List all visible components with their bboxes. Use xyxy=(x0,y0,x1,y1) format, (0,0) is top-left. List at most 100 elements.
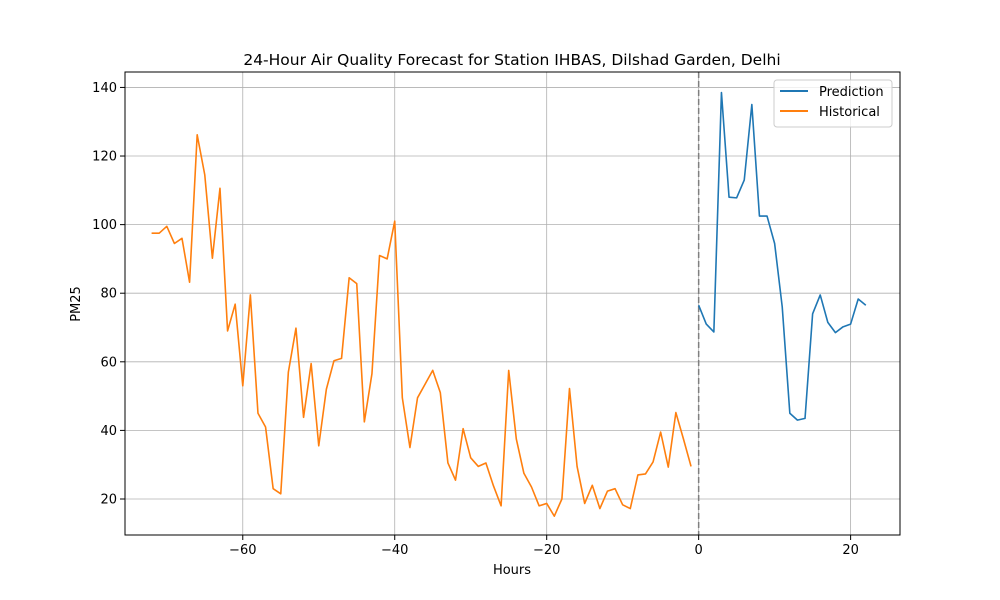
data-point-historical xyxy=(151,232,153,234)
data-point-historical xyxy=(637,474,639,476)
data-point-historical xyxy=(166,226,168,228)
data-point-historical xyxy=(531,486,533,488)
data-point-prediction xyxy=(759,215,761,217)
legend-label-prediction: Prediction xyxy=(819,85,884,100)
data-point-historical xyxy=(546,503,548,505)
data-point-historical xyxy=(318,445,320,447)
data-point-historical xyxy=(584,503,586,505)
y-tick-label: 120 xyxy=(92,150,117,165)
data-point-historical xyxy=(591,484,593,486)
data-point-historical xyxy=(629,508,631,510)
data-point-historical xyxy=(660,431,662,433)
series-lines xyxy=(151,91,867,517)
data-point-historical xyxy=(675,412,677,414)
data-point-prediction xyxy=(797,419,799,421)
data-point-prediction xyxy=(827,322,829,324)
y-tick-label: 20 xyxy=(100,492,117,507)
data-point-prediction xyxy=(736,197,738,199)
data-point-historical xyxy=(652,461,654,463)
data-point-historical xyxy=(196,134,198,136)
data-point-historical xyxy=(272,488,274,490)
series-line-prediction xyxy=(697,91,867,421)
data-point-historical xyxy=(500,505,502,507)
data-point-historical xyxy=(432,370,434,372)
data-point-prediction xyxy=(721,92,723,94)
data-point-historical xyxy=(371,373,373,375)
data-point-historical xyxy=(326,388,328,390)
y-tick-label: 100 xyxy=(92,218,117,233)
data-point-historical xyxy=(333,360,335,362)
data-point-historical xyxy=(394,220,396,222)
data-point-prediction xyxy=(705,323,707,325)
data-point-historical xyxy=(607,490,609,492)
series-line-historical xyxy=(151,133,692,517)
x-axis-ticks: −60 −40 −20 0 20 xyxy=(229,535,859,558)
x-tick-label: −60 xyxy=(229,543,256,558)
data-point-historical xyxy=(303,417,305,419)
data-point-prediction xyxy=(698,304,700,306)
plot-frame xyxy=(124,71,901,536)
data-point-historical xyxy=(341,358,343,360)
data-point-historical xyxy=(690,466,692,468)
legend: Prediction Historical xyxy=(773,79,893,128)
data-point-historical xyxy=(409,447,411,449)
y-tick-label: 40 xyxy=(100,424,117,439)
data-point-historical xyxy=(485,462,487,464)
data-point-historical xyxy=(417,397,419,399)
data-point-prediction xyxy=(857,298,859,300)
x-axis-label: Hours xyxy=(493,563,531,578)
data-point-historical xyxy=(204,174,206,176)
x-tick-label: −20 xyxy=(533,543,560,558)
data-point-historical xyxy=(257,412,259,414)
data-point-historical xyxy=(645,473,647,475)
data-point-prediction xyxy=(812,313,814,315)
data-point-historical xyxy=(212,257,214,259)
data-point-historical xyxy=(553,515,555,517)
data-point-historical xyxy=(174,243,176,245)
data-point-historical xyxy=(599,508,601,510)
data-point-prediction xyxy=(819,294,821,296)
data-point-prediction xyxy=(743,179,745,181)
data-point-historical xyxy=(288,371,290,373)
data-point-historical xyxy=(158,232,160,234)
y-tick-label: 80 xyxy=(100,287,117,302)
data-point-historical xyxy=(667,466,669,468)
x-tick-label: 0 xyxy=(695,543,703,558)
data-point-historical xyxy=(250,294,252,296)
data-point-prediction xyxy=(728,196,730,198)
data-point-historical xyxy=(523,472,525,474)
y-tick-label: 140 xyxy=(92,81,117,96)
data-point-prediction xyxy=(774,243,776,245)
data-point-historical xyxy=(181,238,183,240)
data-point-historical xyxy=(462,428,464,430)
data-point-historical xyxy=(227,330,229,332)
data-point-prediction xyxy=(789,412,791,414)
data-point-prediction xyxy=(713,331,715,333)
data-point-historical xyxy=(280,493,282,495)
y-tick-label: 60 xyxy=(100,355,117,370)
data-point-historical xyxy=(614,488,616,490)
data-point-historical xyxy=(683,438,685,440)
data-point-historical xyxy=(478,466,480,468)
data-point-historical xyxy=(576,466,578,468)
data-point-historical xyxy=(424,383,426,385)
data-point-prediction xyxy=(766,215,768,217)
data-point-historical xyxy=(310,363,312,365)
data-point-historical xyxy=(622,504,624,506)
y-axis-label: PM25 xyxy=(69,286,84,322)
data-point-historical xyxy=(364,421,366,423)
x-tick-label: 20 xyxy=(842,543,859,558)
data-point-historical xyxy=(189,281,191,283)
data-point-historical xyxy=(295,327,297,329)
data-point-historical xyxy=(386,258,388,260)
data-point-historical xyxy=(561,498,563,500)
data-point-historical xyxy=(356,283,358,285)
data-point-historical xyxy=(348,277,350,279)
data-point-historical xyxy=(538,505,540,507)
data-point-prediction xyxy=(781,306,783,308)
data-point-historical xyxy=(569,388,571,390)
data-point-historical xyxy=(402,397,404,399)
y-axis-ticks: 20 40 60 80 100 120 140 xyxy=(92,81,125,507)
